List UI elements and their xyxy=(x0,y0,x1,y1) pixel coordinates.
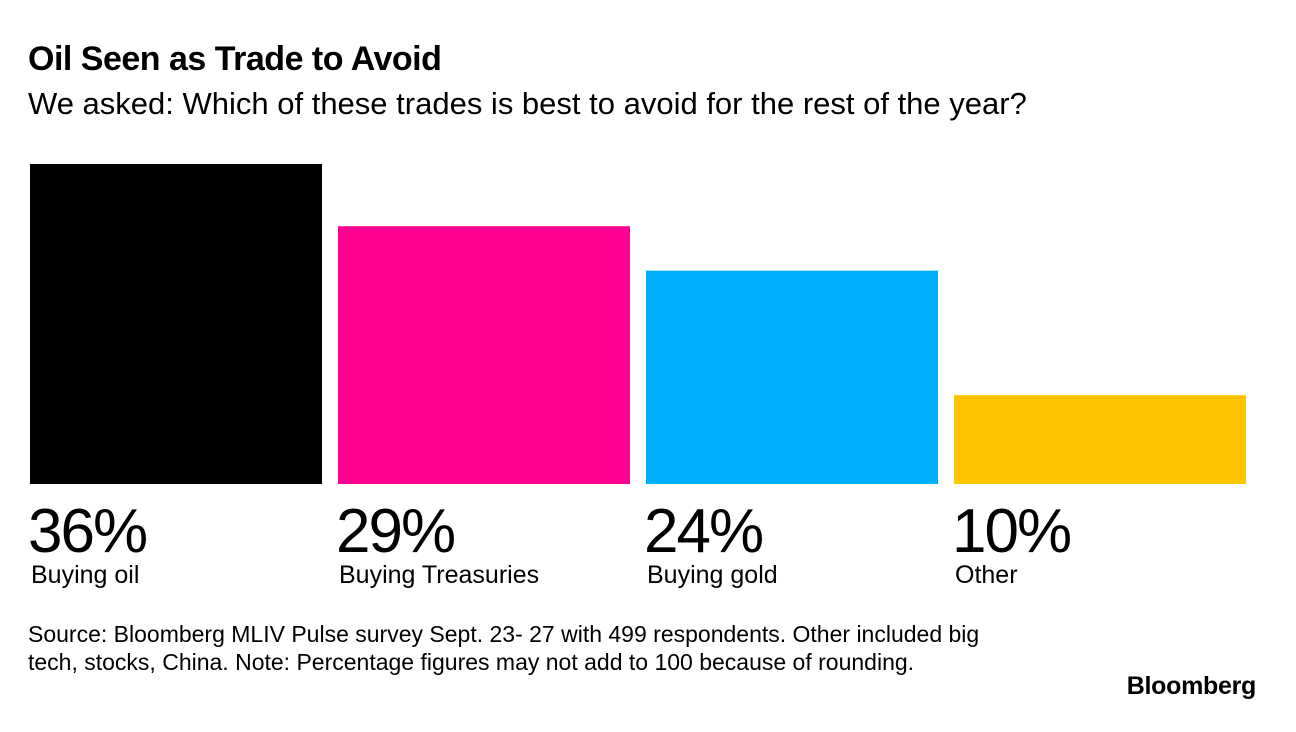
category-label: Buying Treasuries xyxy=(339,561,539,589)
bar-chart: 36%Buying oil 29%Buying Treasuries 24%Buyi… xyxy=(28,164,1246,589)
bloomberg-logo: Bloomberg xyxy=(1126,672,1257,700)
bar-buying-treasuries xyxy=(338,226,630,484)
bar-other xyxy=(954,395,1246,484)
bar-buying-gold xyxy=(646,270,938,484)
source-note: Source: Bloomberg MLIV Pulse survey Sept… xyxy=(28,621,980,675)
value-label: 36% xyxy=(28,497,146,566)
category-label: Buying oil xyxy=(31,561,139,589)
value-label: 29% xyxy=(336,497,454,566)
bar-buying-oil xyxy=(30,164,322,484)
category-label: Other xyxy=(955,561,1018,589)
value-label: 10% xyxy=(952,497,1070,566)
value-label: 24% xyxy=(644,497,762,566)
category-label: Buying gold xyxy=(647,561,778,589)
chart-title: Oil Seen as Trade to Avoid xyxy=(28,40,442,78)
chart-subtitle: We asked: Which of these trades is best … xyxy=(28,86,1027,121)
